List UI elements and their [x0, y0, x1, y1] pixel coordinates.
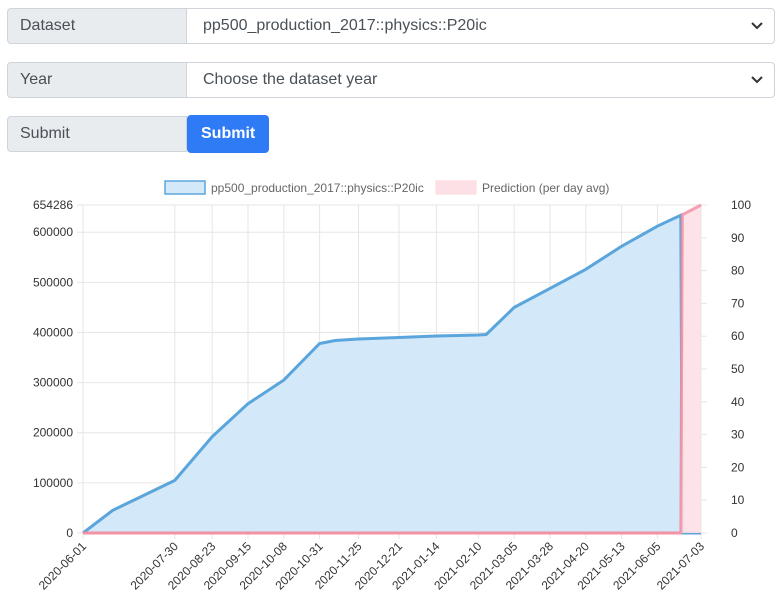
y-left-tick-label: 0 — [66, 526, 73, 540]
y-right-tick-label: 100 — [731, 198, 751, 212]
year-row: Year Choose the dataset year — [7, 62, 775, 100]
y-right-tick-label: 90 — [731, 231, 745, 245]
y-right-tick-label: 10 — [731, 493, 745, 507]
submit-button[interactable]: Submit — [187, 115, 270, 153]
y-right-tick-label: 40 — [731, 395, 745, 409]
y-left-tick-label: 400000 — [33, 325, 73, 339]
legend-swatch-dataset — [164, 180, 206, 195]
dataset-select[interactable]: pp500_production_2017::physics::P20ic — [187, 8, 775, 44]
y-left-tick-label: 654286 — [33, 198, 73, 212]
year-select[interactable]: Choose the dataset year — [187, 62, 775, 98]
chevron-down-icon — [750, 19, 764, 33]
chevron-down-icon — [750, 73, 764, 87]
y-left-tick-label: 100000 — [33, 476, 73, 490]
y-right-tick-label: 20 — [731, 460, 745, 474]
y-right-tick-label: 0 — [731, 526, 738, 540]
y-right-tick-label: 60 — [731, 329, 745, 343]
legend-label-dataset: pp500_production_2017::physics::P20ic — [211, 181, 424, 195]
y-right-tick-label: 30 — [731, 428, 745, 442]
submit-row: Submit Submit — [7, 115, 270, 154]
y-left-tick-label: 300000 — [33, 376, 73, 390]
legend-swatch-prediction — [435, 180, 477, 195]
year-label: Year — [7, 62, 187, 98]
year-select-value: Choose the dataset year — [203, 71, 378, 88]
y-left-tick-label: 200000 — [33, 426, 73, 440]
y-right-tick-label: 50 — [731, 362, 745, 376]
dataset-label: Dataset — [7, 8, 187, 44]
chart: 0 100000 200000 300000 400000 500000 600000 654… — [33, 180, 751, 593]
y-left-tick-label: 500000 — [33, 275, 73, 289]
y-left-tick-label: 600000 — [33, 225, 73, 239]
y-right-tick-label: 70 — [731, 296, 745, 310]
x-tick-label: 2021-07-03 — [654, 539, 708, 593]
dataset-line — [82, 212, 701, 535]
y-right-tick-label: 80 — [731, 264, 745, 278]
dataset-row: Dataset pp500_production_2017::physics::… — [7, 8, 775, 46]
dataset-select-value: pp500_production_2017::physics::P20ic — [203, 17, 487, 34]
dataset-area — [83, 215, 701, 533]
submit-label: Submit — [7, 116, 187, 152]
legend-label-prediction: Prediction (per day avg) — [482, 181, 609, 195]
x-tick-label: 2020-06-01 — [36, 539, 90, 593]
